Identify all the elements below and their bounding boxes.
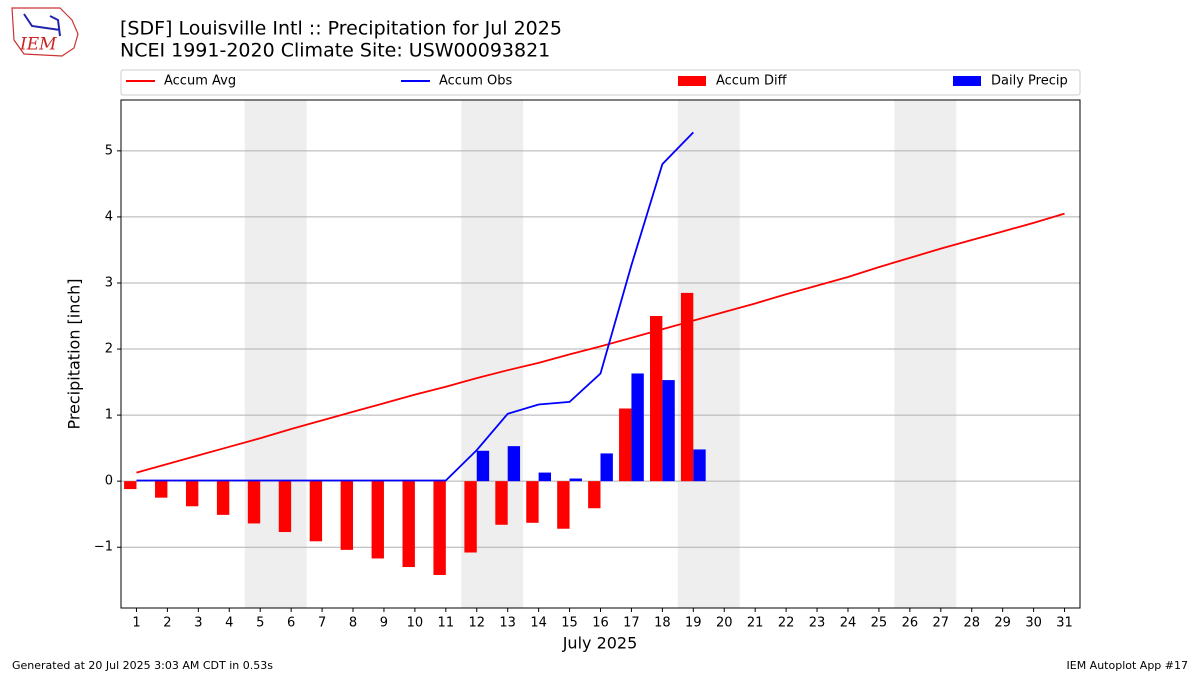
x-tick-label: 9 <box>380 616 388 631</box>
bar <box>340 481 354 550</box>
x-tick-label: 26 <box>902 616 919 631</box>
bar <box>495 481 508 525</box>
x-tick-label: 17 <box>623 616 640 631</box>
x-tick-label: 19 <box>685 616 702 631</box>
bar <box>278 481 292 533</box>
x-tick-label: 7 <box>318 616 326 631</box>
chart-title: [SDF] Louisville Intl :: Precipitation f… <box>120 18 562 40</box>
y-tick-label: −1 <box>94 540 113 555</box>
bar <box>680 292 694 482</box>
bar <box>185 481 199 507</box>
plot-frame <box>120 99 1081 609</box>
logo-text: IEM <box>19 35 57 55</box>
bar <box>649 316 663 482</box>
x-axis-label: July 2025 <box>562 634 638 653</box>
bar <box>464 481 477 553</box>
legend <box>120 69 1081 96</box>
y-tick-label: 0 <box>105 474 113 489</box>
bar <box>309 481 323 542</box>
x-tick-label: 23 <box>809 616 826 631</box>
legend-swatch <box>953 76 981 86</box>
bar <box>371 481 384 559</box>
bar <box>588 481 601 509</box>
x-tick-label: 22 <box>778 616 795 631</box>
footer-left: Generated at 20 Jul 2025 3:03 AM CDT in … <box>12 659 273 672</box>
bar <box>557 481 570 529</box>
x-tick-label: 8 <box>349 616 357 631</box>
x-tick-label: 15 <box>561 616 578 631</box>
x-tick-label: 11 <box>438 616 455 631</box>
bar <box>216 481 230 515</box>
x-tick-label: 4 <box>225 616 233 631</box>
legend-label: Daily Precip <box>991 74 1068 89</box>
bar <box>538 472 552 482</box>
bar <box>662 380 675 482</box>
bar <box>619 408 632 482</box>
bar <box>155 481 168 498</box>
bar <box>693 449 706 482</box>
x-tick-label: 24 <box>840 616 857 631</box>
x-tick-label: 3 <box>194 616 202 631</box>
x-tick-label: 14 <box>530 616 547 631</box>
y-tick-label: 2 <box>105 342 113 357</box>
bar <box>124 481 137 490</box>
bar <box>402 481 415 568</box>
x-tick-label: 25 <box>871 616 888 631</box>
y-tick-label: 5 <box>105 143 113 158</box>
x-tick-label: 30 <box>1025 616 1042 631</box>
x-tick-label: 6 <box>287 616 295 631</box>
x-tick-label: 13 <box>499 616 516 631</box>
y-tick-label: 4 <box>105 209 113 224</box>
legend-label: Accum Diff <box>716 74 788 89</box>
chart-subtitle: NCEI 1991-2020 Climate Site: USW00093821 <box>120 40 550 62</box>
bar <box>507 446 521 482</box>
x-tick-label: 18 <box>654 616 671 631</box>
y-axis-label: Precipitation [inch] <box>65 278 84 429</box>
y-tick-label: 1 <box>105 408 113 423</box>
bar <box>247 481 261 524</box>
weekend-shade <box>894 100 957 608</box>
x-tick-label: 12 <box>468 616 485 631</box>
line <box>136 131 694 482</box>
bar <box>600 453 613 482</box>
x-tick-label: 20 <box>716 616 733 631</box>
bar <box>526 481 539 523</box>
x-tick-label: 31 <box>1056 616 1073 631</box>
legend-swatch <box>678 76 706 86</box>
bar <box>476 450 490 482</box>
x-tick-label: 21 <box>747 616 764 631</box>
y-tick-label: 3 <box>105 275 113 290</box>
x-tick-label: 10 <box>407 616 424 631</box>
x-tick-label: 16 <box>592 616 609 631</box>
x-tick-label: 5 <box>256 616 264 631</box>
x-tick-label: 27 <box>933 616 950 631</box>
line <box>136 212 1065 474</box>
legend-label: Accum Avg <box>164 74 236 89</box>
legend-label: Accum Obs <box>439 74 512 89</box>
weekend-shade <box>244 100 307 608</box>
x-tick-label: 2 <box>163 616 171 631</box>
bar <box>569 478 582 482</box>
bar <box>631 373 644 482</box>
x-tick-label: 28 <box>963 616 980 631</box>
logo: IEM <box>11 7 79 57</box>
x-tick-label: 29 <box>994 616 1011 631</box>
footer-right: IEM Autoplot App #17 <box>1067 659 1189 672</box>
bar <box>433 481 446 575</box>
x-tick-label: 1 <box>132 616 140 631</box>
